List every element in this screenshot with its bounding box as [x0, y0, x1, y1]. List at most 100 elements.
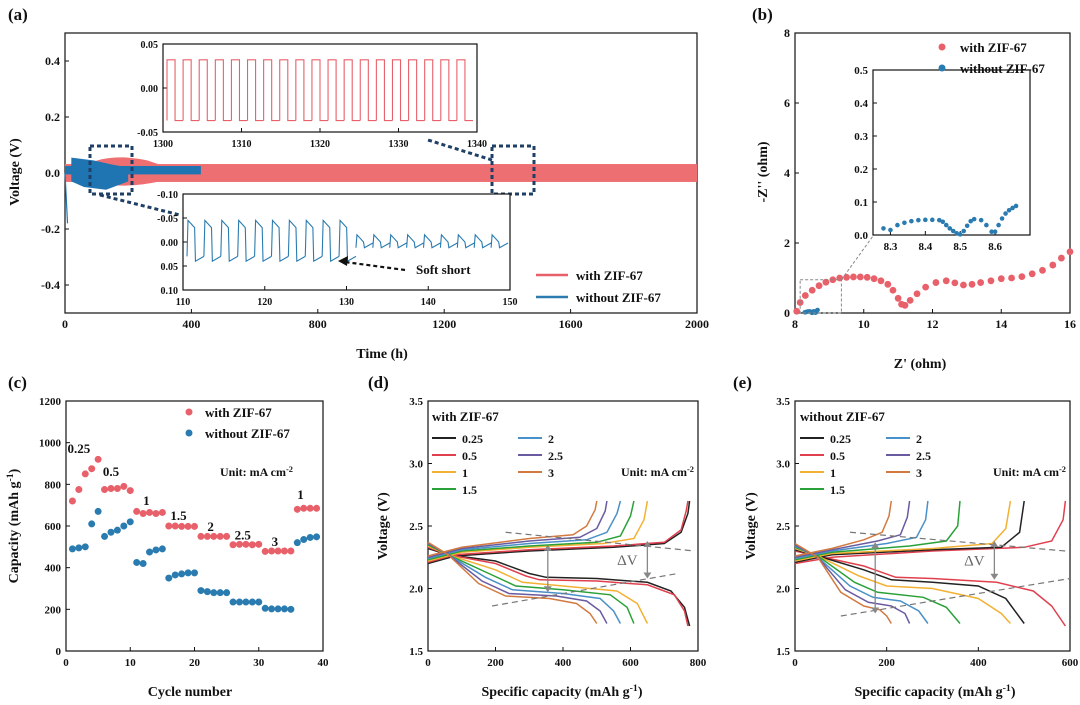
charge-curve-1 — [427, 500, 649, 562]
point-without-zif67 — [158, 545, 166, 553]
discharge-curve-2 — [427, 542, 622, 624]
point-without-zif67 — [235, 598, 243, 606]
y-tick-label: 0.05 — [141, 40, 159, 51]
panel-a: (a) 0 400 800 1200 1600 2000 -0.4 -0.2 0.0 0.2 0.4 T… — [8, 5, 709, 362]
y-tick-label: 2 — [784, 236, 790, 250]
point-with-zif67 — [203, 532, 211, 540]
x-tick-label: 1310 — [232, 139, 252, 150]
inset-point-without-zif67 — [996, 222, 1001, 228]
point-with-zif67 — [877, 277, 885, 285]
y-axis-label: -Z'' (ohm) — [756, 141, 771, 202]
zoom-connector — [841, 235, 874, 281]
inset-point-without-zif67 — [971, 216, 977, 222]
legend-label-0.25: 0.25 — [462, 432, 483, 446]
point-without-zif67 — [133, 558, 141, 566]
point-with-zif67 — [268, 547, 276, 555]
y-tick-label: 0.3 — [854, 131, 868, 143]
x-tick-label: 150 — [503, 297, 518, 308]
trend-guide — [849, 531, 1066, 552]
inset-point-without-zif67 — [936, 217, 942, 223]
x-tick-label: 0 — [792, 657, 798, 669]
legend-label-1.5: 1.5 — [830, 483, 845, 497]
point-with-zif67 — [808, 286, 816, 294]
y-tick-label: 0.4 — [854, 98, 868, 110]
inset-with-zif67: 1300 1310 1320 1330 1340 -0.05 0.00 0.05 — [137, 40, 487, 150]
charge-curve-0.25 — [794, 500, 1025, 564]
y-tick-label: 400 — [45, 563, 62, 575]
series-with-zif67 — [65, 164, 697, 182]
point-with-zif67 — [906, 297, 914, 304]
y-axis-label: Voltage (V) — [376, 492, 391, 560]
point-without-zif67 — [287, 605, 295, 613]
x-tick-label: 1200 — [432, 317, 456, 331]
axes-frame — [872, 69, 1031, 236]
rate-label: 2.5 — [235, 528, 252, 543]
point-with-zif67 — [81, 470, 89, 478]
rate-label: 1.5 — [170, 508, 187, 523]
charge-curve-1 — [794, 500, 1012, 562]
y-tick-label: 0 — [784, 306, 790, 320]
legend-label-1: 1 — [830, 466, 836, 480]
point-without-zif67 — [171, 571, 179, 579]
point-without-zif67 — [248, 598, 256, 606]
x-tick-label: 12 — [927, 317, 939, 331]
legend-label-2.5: 2.5 — [548, 449, 563, 463]
point-with-zif67 — [822, 278, 830, 286]
y-tick-label: 1.5 — [409, 646, 423, 658]
y-tick-label: 0.5 — [854, 65, 868, 77]
point-with-zif67 — [139, 510, 147, 517]
y-tick-label: 0.05 — [161, 262, 179, 273]
discharge-curve-0.5 — [794, 550, 1067, 627]
point-with-zif67 — [815, 282, 823, 290]
rate-label: 1 — [297, 487, 304, 502]
charge-curve-2 — [794, 500, 929, 560]
legend-label-1: 1 — [462, 466, 468, 480]
inset-point-without-zif67 — [954, 231, 960, 236]
y-tick-label: 0.2 — [45, 110, 60, 124]
soft-short-label: Soft short — [416, 262, 471, 277]
point-without-zif67 — [261, 604, 269, 612]
discharge-curve-1.5 — [794, 546, 961, 624]
point-with-zif67 — [1058, 254, 1065, 262]
legend-label-with: with ZIF-67 — [205, 405, 272, 420]
y-tick-label: 2.0 — [409, 584, 423, 596]
point-with-zif67 — [306, 504, 314, 512]
inset-background — [873, 70, 1030, 235]
y-tick-label: 2.0 — [776, 584, 790, 596]
x-tick-label: 10 — [125, 657, 137, 669]
panel-label: (c) — [8, 373, 27, 392]
point-with-zif67 — [210, 532, 218, 540]
point-without-zif67 — [203, 588, 211, 596]
point-without-zif67 — [815, 307, 820, 313]
legend-label-2.5: 2.5 — [916, 449, 931, 463]
x-tick-label: 1320 — [310, 139, 330, 150]
inset-point-without-zif67 — [916, 217, 921, 223]
point-with-zif67 — [960, 281, 967, 289]
legend-marker-with — [185, 408, 193, 416]
y-tick-label: 1000 — [39, 438, 62, 450]
inset-point-without-zif67 — [923, 217, 928, 223]
point-without-zif67 — [268, 605, 276, 613]
inset-point-without-zif67 — [947, 226, 953, 231]
inset-point-without-zif67 — [968, 218, 973, 224]
point-without-zif67 — [101, 532, 109, 540]
point-with-zif67 — [184, 522, 192, 530]
soft-short-arrow — [344, 260, 406, 272]
x-tick-label: 800 — [309, 317, 327, 331]
point-without-zif67 — [68, 545, 76, 553]
y-tick-label: 0.00 — [161, 238, 179, 249]
inset-point-without-zif67 — [1003, 211, 1008, 216]
inset-nyquist: 8.3 8.4 8.5 8.6 0.0 0.1 0.2 0.3 0.4 0.5 — [854, 65, 1031, 253]
y-tick-label: 0.10 — [161, 286, 179, 297]
point-with-zif67 — [901, 301, 909, 309]
legend-label-without: without ZIF-67 — [960, 61, 1045, 76]
point-with-zif67 — [793, 307, 801, 315]
x-tick-label: 14 — [995, 317, 1007, 331]
y-tick-label: 6 — [784, 96, 790, 110]
panel-label: (b) — [752, 5, 773, 24]
point-with-zif67 — [1008, 274, 1015, 282]
point-without-zif67 — [223, 589, 231, 597]
inset-point-without-zif67 — [961, 228, 967, 234]
legend-marker-without — [938, 64, 946, 72]
